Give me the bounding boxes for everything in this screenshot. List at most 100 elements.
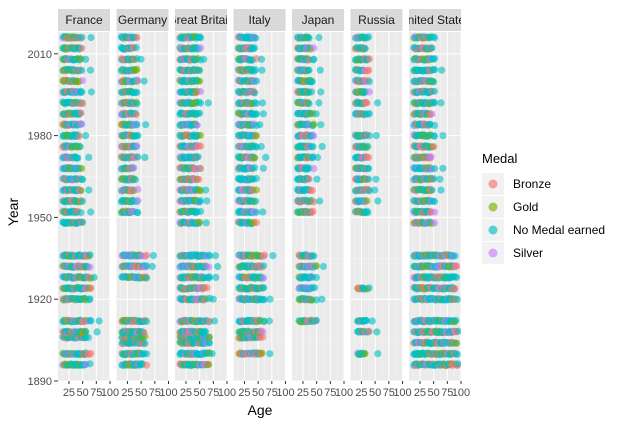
data-point: [134, 132, 142, 140]
x-tick-label: 75: [441, 387, 453, 399]
data-point: [87, 284, 95, 292]
data-point: [149, 252, 157, 260]
data-point: [252, 110, 261, 118]
data-point: [205, 361, 213, 369]
data-point: [430, 208, 439, 216]
x-tick-label: 75: [90, 387, 102, 399]
data-point: [209, 295, 217, 303]
data-point: [428, 186, 436, 194]
legend: Medal Bronze Gold No Medal earned Silver: [482, 151, 605, 264]
data-point: [266, 295, 274, 303]
data-point: [361, 350, 369, 358]
points-russia: [351, 33, 382, 358]
data-point: [133, 100, 141, 108]
data-point: [318, 142, 326, 151]
data-point: [196, 99, 205, 107]
data-point: [430, 55, 439, 63]
data-point: [79, 175, 87, 184]
points-united-states: [410, 33, 461, 369]
data-point: [313, 153, 322, 161]
data-point: [430, 99, 439, 107]
data-point: [252, 186, 261, 194]
data-point: [453, 262, 461, 270]
data-point: [77, 109, 85, 117]
x-tick-label: 50: [369, 387, 381, 399]
x-tick-label: 25: [63, 387, 75, 399]
data-point: [256, 121, 264, 129]
data-point: [252, 34, 260, 42]
data-point: [308, 186, 316, 194]
data-point: [202, 219, 210, 227]
data-point: [142, 121, 150, 129]
data-point: [451, 252, 459, 260]
data-point: [193, 121, 201, 129]
data-point: [252, 197, 260, 205]
data-point: [205, 333, 214, 341]
data-point: [90, 273, 98, 281]
legend-title: Medal: [482, 151, 518, 166]
data-point: [214, 262, 222, 271]
data-point: [133, 88, 141, 97]
data-point: [363, 197, 371, 205]
data-point: [212, 273, 220, 281]
data-point: [365, 88, 373, 96]
data-point: [430, 121, 439, 129]
data-point: [203, 284, 211, 292]
data-point: [78, 44, 86, 52]
data-point: [257, 142, 265, 151]
data-point: [85, 186, 93, 194]
data-point: [365, 154, 373, 162]
data-point: [313, 175, 321, 183]
facet-label-japan: Japan: [302, 13, 335, 27]
legend-key-bronze: [488, 179, 498, 189]
data-point: [373, 328, 381, 336]
data-point: [427, 153, 435, 161]
x-tick-label: 75: [266, 387, 278, 399]
data-point: [79, 218, 87, 226]
data-point: [196, 197, 205, 205]
data-point: [77, 187, 85, 195]
data-point: [86, 251, 94, 259]
data-point: [210, 317, 219, 325]
legend-key-gold: [488, 202, 498, 212]
data-point: [203, 197, 211, 205]
x-tick-label: 100: [159, 387, 177, 399]
x-tick-label: 100: [276, 387, 294, 399]
legend-label-no-medal: No Medal earned: [513, 223, 605, 237]
data-point: [454, 327, 461, 335]
data-point: [85, 153, 93, 161]
data-point: [372, 175, 380, 183]
data-point: [86, 66, 95, 74]
y-tick-label: 1890: [28, 376, 52, 388]
data-point: [82, 55, 90, 63]
data-point: [82, 327, 90, 336]
data-point: [252, 66, 260, 74]
points-germany: [117, 33, 157, 369]
x-tick-label: 25: [121, 387, 133, 399]
data-point: [372, 132, 380, 140]
data-point: [316, 197, 324, 205]
data-point: [453, 273, 461, 281]
x-tick-label: 75: [383, 387, 395, 399]
data-point: [365, 55, 373, 63]
facet-label-great-britain: Great Britain: [167, 13, 234, 27]
data-point: [78, 120, 86, 128]
data-point: [201, 327, 209, 335]
data-point: [130, 164, 138, 172]
data-point: [310, 165, 318, 173]
data-point: [312, 273, 320, 282]
data-point: [258, 349, 266, 357]
data-point: [365, 132, 373, 140]
data-point: [134, 209, 142, 217]
data-point: [205, 263, 213, 271]
facet-strip: [116, 9, 169, 31]
data-point: [252, 77, 261, 85]
data-point: [79, 100, 87, 108]
data-point: [266, 350, 274, 358]
data-point: [141, 153, 149, 161]
facet-label-united-states: United States: [399, 13, 471, 27]
data-point: [84, 334, 92, 342]
